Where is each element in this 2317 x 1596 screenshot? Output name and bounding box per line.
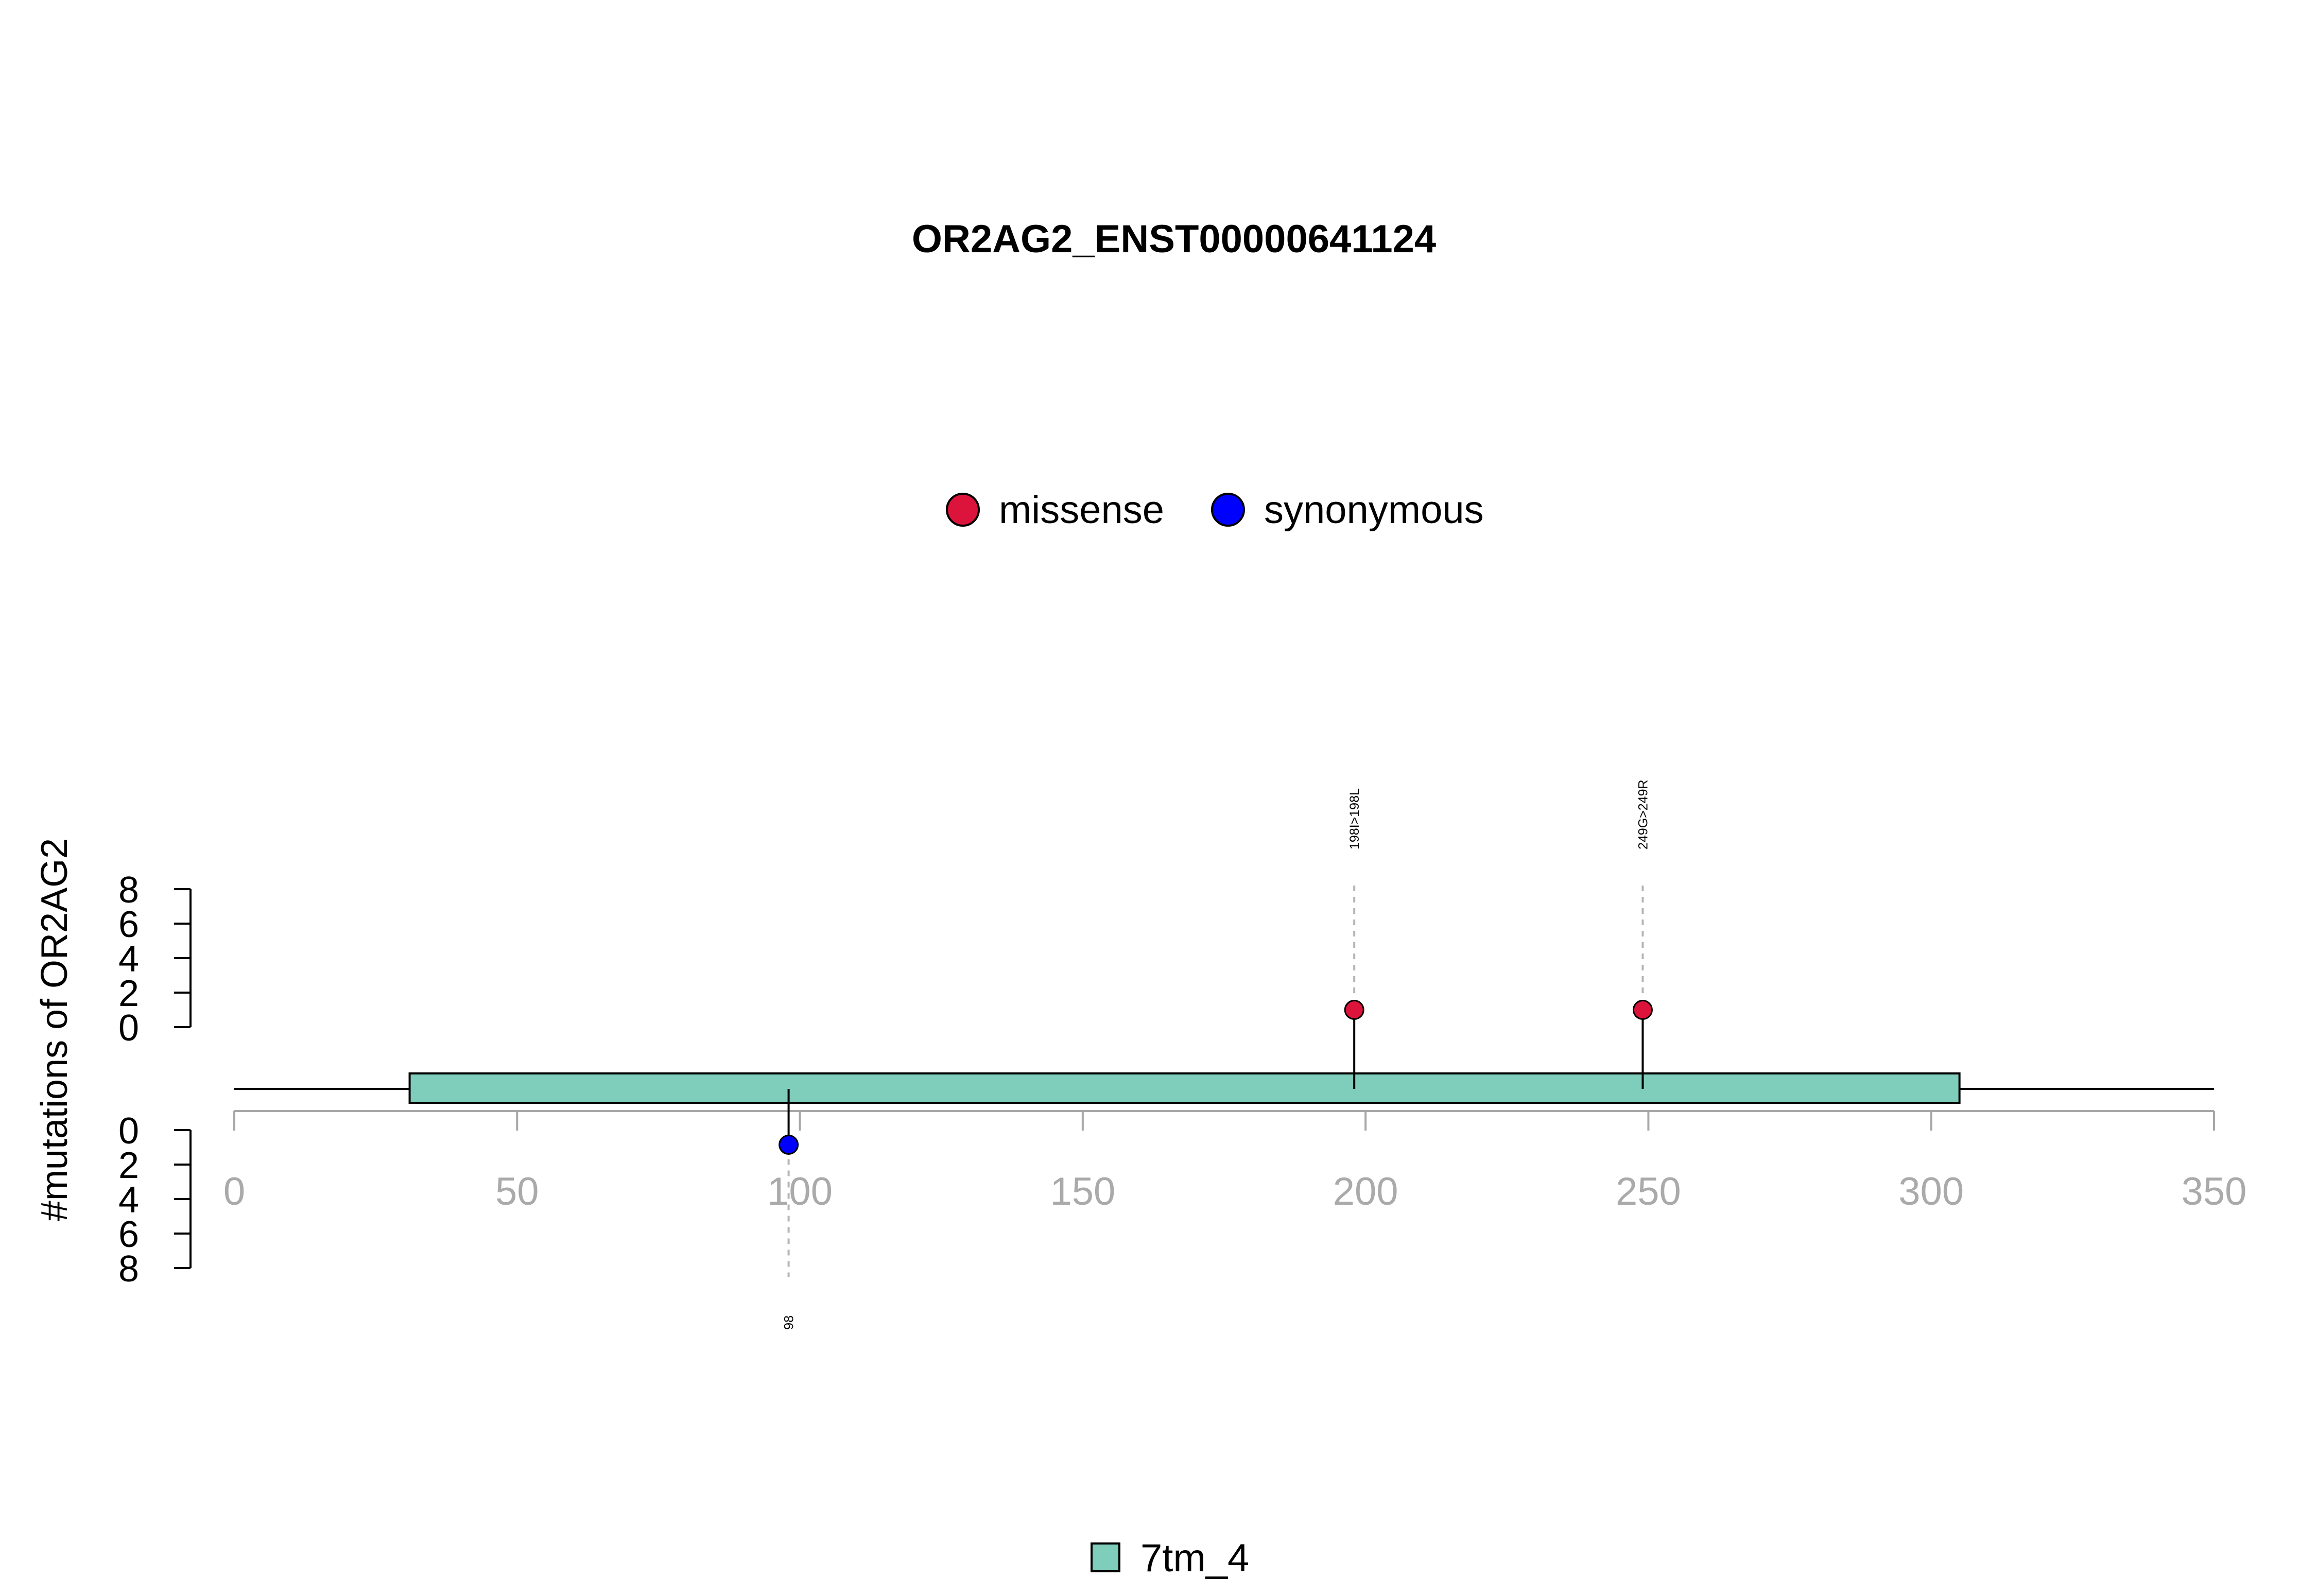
legend-label-missense: missense [999, 488, 1164, 532]
x-tick-label: 200 [1333, 1170, 1398, 1213]
protein-backbone [234, 1072, 2214, 1104]
lower-y-tick-label: 0 [118, 1111, 139, 1152]
x-tick-label: 100 [767, 1170, 833, 1213]
mutation-label-249: 249G>249R [1636, 779, 1650, 849]
upper-y-tick-label: 0 [118, 1008, 139, 1049]
lower-y-tick-label: 4 [118, 1179, 139, 1221]
mutation-label-98: 98 [782, 1315, 797, 1330]
upper-y-tick-label: 8 [118, 870, 139, 911]
lower-y-tick-label: 6 [118, 1214, 139, 1255]
mutation-point-198 [1344, 1000, 1364, 1020]
legend-marker-synonymous [1211, 493, 1245, 527]
domain-legend-label: 7tm_4 [1140, 1536, 1249, 1580]
lower-y-tick-label: 2 [118, 1145, 139, 1186]
chart-title: OR2AG2_ENST00000641124 [912, 217, 1436, 261]
lower-y-tick-label: 8 [118, 1248, 139, 1290]
x-tick-label: 250 [1616, 1170, 1681, 1213]
x-tick-label: 0 [223, 1170, 245, 1213]
y-axis-label: #mutations of OR2AG2 [34, 838, 75, 1221]
mutation-point-249 [1632, 1000, 1653, 1020]
domain-legend: 7tm_4 [1091, 1536, 1249, 1580]
upper-y-tick-label: 2 [118, 973, 139, 1014]
x-tick-label: 50 [495, 1170, 539, 1213]
legend-label-synonymous: synonymous [1264, 488, 1484, 532]
mutation-label-198: 198I>198L [1347, 788, 1362, 849]
upper-y-tick-label: 4 [118, 939, 139, 980]
x-tick-label: 350 [2182, 1170, 2247, 1213]
upper-y-tick-label: 6 [118, 904, 139, 945]
mutation-lollipops: 198I>198L 249G>249R 98 [779, 779, 1653, 1330]
x-tick-label: 300 [1898, 1170, 1964, 1213]
domain-7tm_4 [408, 1072, 1961, 1104]
x-axis: 0 50 100 150 200 250 300 350 [223, 1110, 2247, 1213]
mutation-point-98 [779, 1135, 799, 1155]
legend-marker-missense [946, 493, 980, 527]
domain-legend-swatch [1091, 1542, 1120, 1572]
mutation-legend: missense synonymous [946, 488, 1484, 532]
x-tick-label: 150 [1050, 1170, 1115, 1213]
